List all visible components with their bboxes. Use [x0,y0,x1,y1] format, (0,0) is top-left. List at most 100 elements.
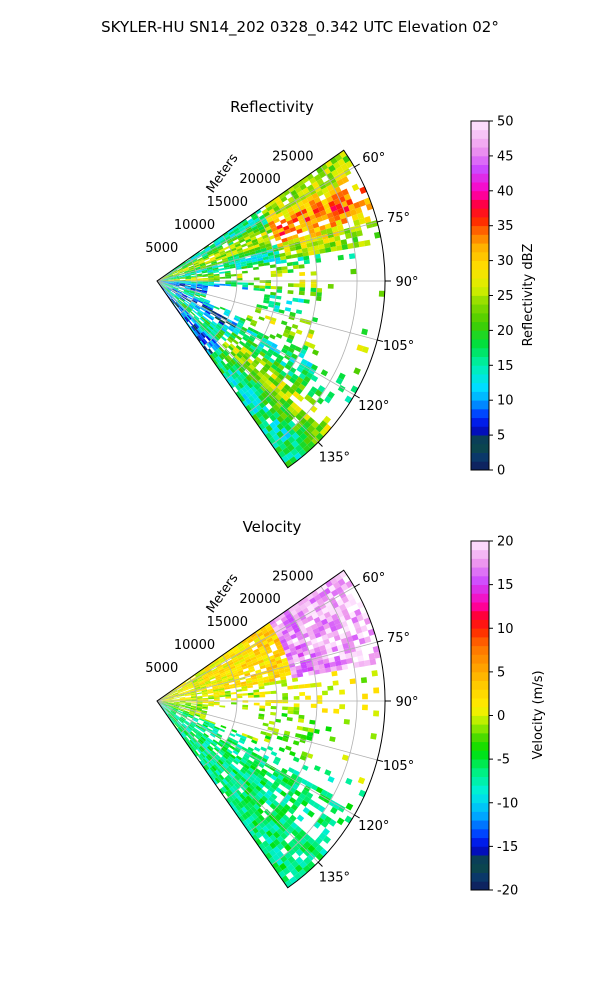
radar-cell [215,241,221,247]
radar-cell [307,440,316,450]
radar-cell [226,659,233,665]
radar-cell [185,283,191,286]
radar-cell [335,219,343,226]
radar-cell [191,281,197,283]
colorbar-band [471,636,489,647]
radar-cell [309,232,317,239]
colorbar-band [471,741,489,751]
radar-cell [172,287,178,291]
radar-cell [289,666,297,672]
radar-cell [192,717,199,722]
radar-cell [217,264,224,268]
radar-cell [351,634,359,641]
radar-cell [168,278,174,280]
radar-cell [301,247,309,253]
radar-cell [268,655,275,661]
radar-cell [291,217,299,224]
radar-cell [300,243,308,249]
radar-cell [196,271,202,274]
radar-cell [213,695,220,698]
radar-cell [248,651,255,656]
radar-cell [219,728,225,733]
radar-cell [213,693,220,696]
radar-cell [317,640,325,647]
radar-cell [287,347,295,354]
radar-cell [195,734,201,739]
radar-cell [336,817,345,826]
range-tick-label: 5000 [145,241,178,256]
radar-cell [191,283,197,285]
radar-cell [268,399,276,408]
radar-cell [212,669,219,674]
radar-cell [229,367,236,374]
radar-cell [339,654,347,661]
radar-cell [267,348,275,355]
radar-cell [165,287,171,292]
radar-cell [195,712,201,715]
radar-cell [205,335,211,342]
radar-cell [327,284,334,289]
radar-cell [183,730,188,736]
radar-cell [344,601,352,609]
radar-cell [320,369,329,377]
radar-cell [169,292,175,297]
radar-cell [194,323,200,329]
sector-outline [156,569,386,889]
radar-cell [167,695,174,698]
radar-cell [192,261,199,265]
radar-cell [208,703,214,705]
radar-cell [174,715,180,720]
radar-cell [185,276,191,278]
radar-cell [232,339,239,345]
radar-cell [318,170,327,179]
azimuth-spoke [156,700,378,761]
radar-cell [206,349,212,356]
radar-cell [183,289,190,293]
radar-cell [241,791,249,798]
radar-cell [188,293,195,296]
radar-cell [286,337,293,344]
radar-cell [213,755,220,761]
radar-cell [298,290,305,296]
radar-cell [246,349,253,356]
radar-cell [310,271,317,276]
radar-cell [246,228,254,234]
radar-cell [276,242,284,248]
radar-cell [161,284,167,289]
radar-cell [331,589,339,597]
radar-cell [242,221,249,227]
radar-cell [200,316,207,322]
radar-cell [271,214,279,221]
radar-cell [309,177,317,185]
radar-cell [230,358,237,365]
radar-cell [189,688,196,691]
radar-cell [167,285,173,289]
radar-cell [293,800,301,808]
radar-cell [265,410,273,418]
radar-cell [280,196,288,203]
radar-cell [257,239,265,244]
radar-cell [328,200,336,208]
radar-cell [296,648,303,654]
colorbar-band [471,863,489,873]
radar-cell [317,205,325,212]
radar-cell [216,355,223,362]
range-ring [248,188,318,413]
radar-cell [264,735,272,740]
radar-cell [326,227,333,234]
radar-cell [358,660,365,668]
radar-cell [179,283,186,285]
radar-cell [321,708,328,713]
radar-cell [230,771,237,777]
radar-cell [273,304,280,310]
radar-cell [274,446,283,454]
radar-cell [286,219,294,226]
radar-cell [252,736,259,742]
radar-cell [162,281,169,283]
radar-cell [257,791,264,799]
radar-cell [264,432,273,440]
radar-cell [262,722,269,727]
radar-cell [220,360,226,367]
radar-cell [196,285,203,288]
radar-cell [355,626,363,635]
